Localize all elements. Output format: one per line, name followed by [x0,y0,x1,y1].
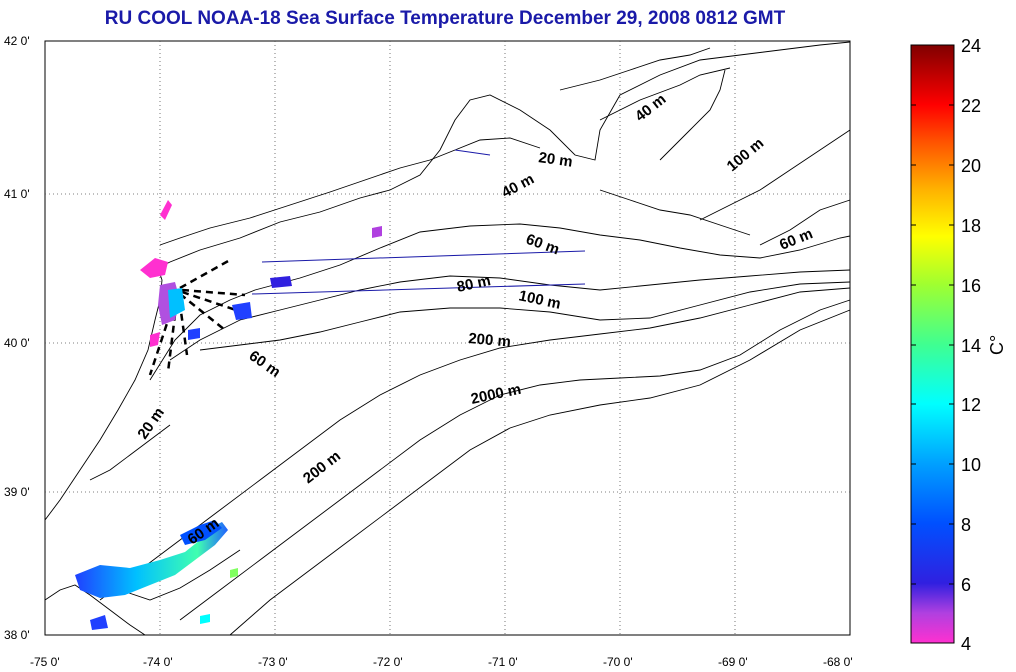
lat-tick-label: 42 0' [4,34,30,48]
depth-label: 200 m [468,330,512,351]
longitude-ticks: -75 0' -74 0' -73 0' -72 0' -71 0' -70 0… [30,655,853,669]
colorbar-tick: 10 [961,455,981,475]
lon-tick-label: -69 0' [718,655,748,669]
colorbar-tick: 12 [961,395,981,415]
colorbar-tick: 14 [961,336,981,356]
colorbar-tick: 6 [961,575,971,595]
map-title: RU COOL NOAA-18 Sea Surface Temperature … [104,8,786,29]
coastline [44,41,851,636]
colorbar-tick: 22 [961,96,981,116]
bathymetry-contours [99,47,851,636]
colorbar-unit: C° [987,335,1007,355]
lat-tick-label: 38 0' [4,628,30,642]
lon-tick-label: -71 0' [488,655,518,669]
lat-tick-label: 39 0' [4,485,30,499]
colorbar-tick: 18 [961,216,981,236]
plot-frame [44,40,851,636]
colorbar: 24 22 20 18 16 14 12 10 8 6 4 C° [910,36,1007,654]
lon-tick-label: -74 0' [143,655,173,669]
depth-label: 20 m [537,149,573,171]
lon-tick-label: -72 0' [373,655,403,669]
lon-tick-label: -70 0' [603,655,633,669]
lon-tick-label: -68 0' [823,655,853,669]
lon-tick-label: -75 0' [30,655,60,669]
lon-tick-label: -73 0' [258,655,288,669]
colorbar-bar [910,44,955,644]
grid-lines [45,41,850,635]
lat-tick-label: 40 0' [4,336,30,350]
colorbar-tick: 16 [961,276,981,296]
lat-tick-label: 41 0' [4,187,30,201]
latitude-ticks: 42 0' 41 0' 40 0' 39 0' 38 0' [4,34,30,642]
sst-patches [75,200,382,630]
shipping-lanes [251,149,586,295]
colorbar-tick: 8 [961,515,971,535]
depth-label: 80 m [455,272,492,296]
colorbar-tick: 20 [961,156,981,176]
colorbar-tick: 4 [961,634,971,654]
colorbar-tick: 24 [961,36,981,56]
